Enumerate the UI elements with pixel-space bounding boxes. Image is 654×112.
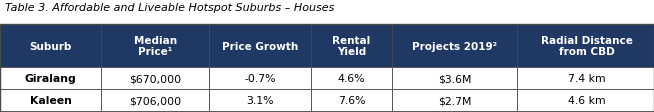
Text: $3.6M: $3.6M <box>438 74 472 84</box>
Text: Kaleen: Kaleen <box>29 96 72 106</box>
Bar <box>311 68 392 90</box>
Bar <box>392 68 517 90</box>
Text: Suburb: Suburb <box>29 41 72 51</box>
Bar <box>392 25 517 68</box>
Bar <box>0 25 101 68</box>
Text: Giralang: Giralang <box>25 74 77 84</box>
Bar <box>311 25 392 68</box>
Bar <box>209 111 311 112</box>
Bar <box>101 25 209 68</box>
Bar <box>392 111 517 112</box>
Bar <box>101 90 209 111</box>
Bar <box>101 111 209 112</box>
Text: 4.6%: 4.6% <box>337 74 366 84</box>
Text: $706,000: $706,000 <box>129 96 181 106</box>
Bar <box>209 90 311 111</box>
Bar <box>0 68 101 90</box>
Bar <box>517 90 654 111</box>
Bar <box>392 90 517 111</box>
Bar <box>311 90 392 111</box>
Text: 7.4 km: 7.4 km <box>568 74 606 84</box>
Bar <box>209 68 311 90</box>
Bar <box>517 68 654 90</box>
Bar <box>0 90 101 111</box>
Bar <box>209 25 311 68</box>
Bar <box>0 111 101 112</box>
Bar <box>101 68 209 90</box>
Text: $2.7M: $2.7M <box>438 96 472 106</box>
Text: $670,000: $670,000 <box>129 74 181 84</box>
Text: Table 3. Affordable and Liveable Hotspot Suburbs – Houses: Table 3. Affordable and Liveable Hotspot… <box>5 3 335 13</box>
Text: Radial Distance
from CBD: Radial Distance from CBD <box>541 36 633 57</box>
Bar <box>517 25 654 68</box>
Text: 4.6 km: 4.6 km <box>568 96 606 106</box>
Text: Rental
Yield: Rental Yield <box>332 36 371 57</box>
Bar <box>517 111 654 112</box>
Bar <box>311 111 392 112</box>
Text: Price Growth: Price Growth <box>222 41 298 51</box>
Text: -0.7%: -0.7% <box>244 74 276 84</box>
Text: Median
Price¹: Median Price¹ <box>134 36 177 57</box>
Text: Projects 2019²: Projects 2019² <box>412 41 497 51</box>
Text: 7.6%: 7.6% <box>337 96 366 106</box>
Text: 3.1%: 3.1% <box>246 96 274 106</box>
